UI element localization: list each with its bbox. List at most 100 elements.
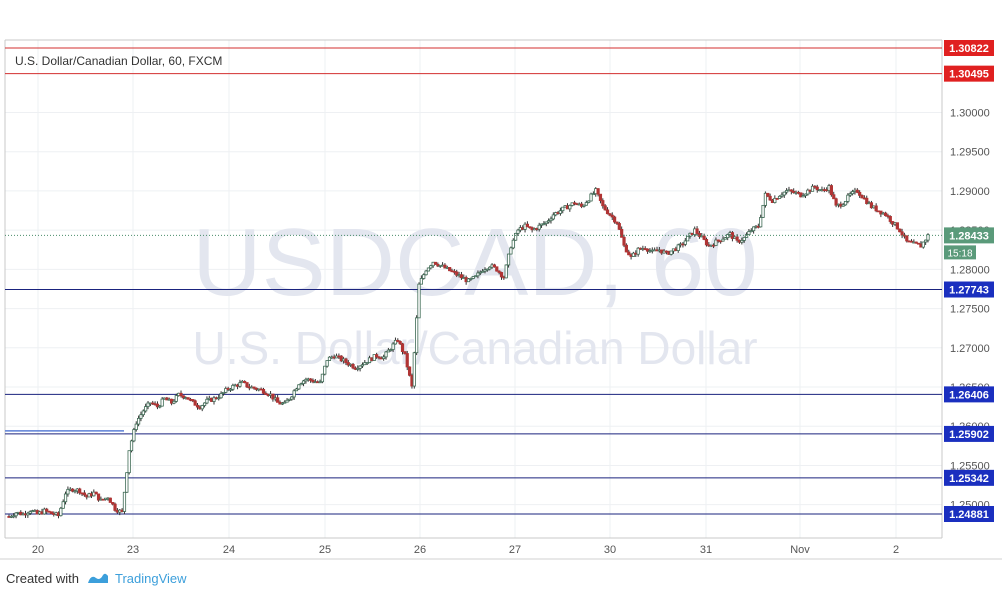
candle-body: [377, 356, 381, 359]
candle-body: [172, 400, 176, 404]
candle-body: [591, 193, 595, 196]
candle-body: [558, 210, 563, 214]
candle-body: [485, 268, 489, 271]
x-tick-label: 24: [223, 544, 235, 556]
support-label-bg: [944, 425, 994, 442]
candle-body: [608, 213, 612, 216]
candle-body: [141, 410, 145, 416]
candle-body: [158, 405, 162, 408]
candle-body: [744, 234, 749, 238]
candle-body: [584, 202, 588, 206]
resistance-label: 1.30495: [949, 69, 989, 81]
candle-body: [549, 218, 553, 222]
candle-body: [219, 393, 223, 399]
time-axis[interactable]: 20 23 24 25 26 27 30 31 Nov 2: [32, 544, 899, 556]
candle-body: [615, 221, 619, 224]
candle-body: [742, 236, 746, 241]
candle-body: [622, 236, 626, 246]
candle-body: [624, 244, 628, 253]
x-tick-label: 30: [604, 544, 616, 556]
candle-body: [551, 214, 555, 220]
candle-body: [285, 399, 289, 403]
candle-body: [511, 239, 515, 249]
candle-body: [924, 239, 928, 243]
candle-body: [473, 275, 478, 278]
x-tick-label: 31: [700, 544, 712, 556]
candle-body: [617, 223, 621, 230]
candle-body: [469, 278, 473, 280]
candle-body: [810, 185, 815, 192]
candle-body: [735, 236, 739, 241]
candle-body: [391, 343, 395, 350]
tradingview-logo-icon[interactable]: [87, 572, 109, 584]
candlestick-series: [7, 183, 930, 519]
candle-body: [459, 274, 464, 279]
candle-body: [386, 349, 390, 353]
candle-body: [292, 390, 296, 398]
candle-body: [860, 194, 864, 199]
candle-body: [843, 200, 848, 206]
candle-body: [631, 252, 636, 257]
countdown-bg: [944, 245, 976, 260]
candle-body: [850, 191, 855, 195]
candle-body: [455, 271, 459, 276]
candle-body: [419, 278, 423, 285]
candle-body: [879, 210, 883, 215]
candle-body: [228, 388, 233, 391]
candle-body: [471, 276, 475, 279]
candle-body: [752, 226, 756, 232]
candle-body: [483, 269, 487, 272]
candle-body: [261, 388, 266, 394]
candle-body: [704, 239, 709, 246]
candle-body: [761, 204, 765, 218]
grid-lines: [5, 40, 942, 538]
candle-body: [403, 351, 407, 354]
candle-body: [686, 235, 690, 242]
candle-body: [740, 240, 744, 243]
candle-body: [82, 492, 87, 496]
x-tick-label: 20: [32, 544, 44, 556]
candle-body: [280, 402, 284, 405]
x-tick-label: 23: [127, 544, 139, 556]
candle-body: [231, 384, 235, 390]
candle-body: [125, 472, 129, 493]
candle-body: [492, 264, 497, 268]
candle-body: [855, 189, 859, 193]
candle-body: [603, 205, 607, 211]
y-tick-label: 1.29500: [950, 147, 990, 159]
candle-body: [610, 214, 614, 218]
candle-body: [412, 352, 416, 387]
candle-body: [683, 240, 687, 245]
candle-body: [339, 355, 343, 362]
candle-body: [309, 378, 313, 381]
candle-body: [400, 343, 405, 352]
resistance-label-bg: [944, 65, 994, 82]
candle-body: [528, 226, 532, 229]
candle-body: [773, 197, 777, 203]
tradingview-link[interactable]: TradingView: [114, 570, 187, 586]
candle-body: [351, 363, 355, 369]
candle-body: [66, 488, 70, 495]
candle-body: [799, 192, 803, 198]
candle-body: [224, 388, 228, 393]
candle-body: [596, 188, 600, 195]
candle-body: [146, 402, 150, 407]
candle-body: [726, 234, 730, 239]
candle-body: [61, 501, 65, 509]
candle-body: [344, 358, 348, 363]
candle-body: [841, 204, 845, 207]
candle-body: [301, 380, 306, 385]
candle-body: [605, 209, 610, 215]
plot-frame: [0, 39, 1002, 560]
candle-body: [777, 195, 782, 199]
candle-body: [636, 247, 640, 255]
candle-body: [766, 192, 770, 197]
candle-body: [245, 382, 249, 388]
candle-body: [137, 417, 141, 425]
candle-body: [749, 230, 753, 233]
candle-body: [865, 197, 869, 205]
candle-body: [509, 247, 513, 255]
candle-body: [59, 507, 63, 517]
candle-body: [45, 508, 49, 512]
